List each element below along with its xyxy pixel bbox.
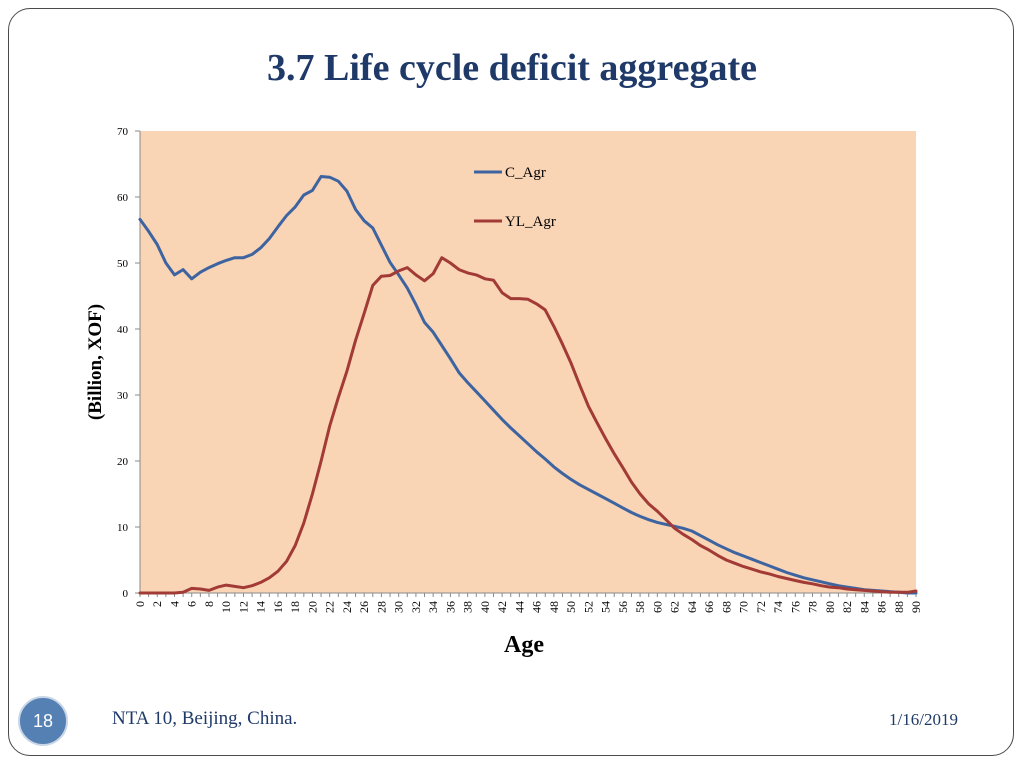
x-tick-label: 46	[530, 601, 544, 613]
slide-number-badge: 18	[18, 696, 68, 746]
footer-date: 1/16/2019	[889, 710, 958, 729]
x-tick-label: 52	[581, 601, 595, 613]
y-axis: 0 10 20 30 40 50 60 70	[117, 126, 141, 600]
x-axis: 0 2 4 6 8 10 12 14 16 18 20 22 24 26 28 30 32 34 36 38 40 42 4…	[133, 592, 923, 613]
y-axis-label: (Billion, XOF)	[85, 304, 106, 420]
x-tick-label: 4	[167, 601, 181, 607]
x-tick-label: 28	[374, 601, 388, 613]
x-tick-label: 78	[806, 601, 820, 613]
x-tick-label: 14	[254, 601, 268, 613]
x-tick-label: 84	[857, 601, 871, 613]
x-tick-label: 90	[909, 601, 923, 613]
x-tick-label: 0	[133, 601, 147, 607]
x-tick-label: 40	[478, 601, 492, 613]
slide-number: 18	[32, 710, 54, 731]
y-tick-label: 40	[117, 324, 129, 336]
y-tick-label: 30	[117, 390, 129, 402]
x-tick-label: 70	[737, 601, 751, 613]
x-tick-label: 6	[185, 601, 199, 607]
x-tick-label: 44	[512, 601, 526, 613]
y-tick-label: 70	[117, 126, 129, 138]
legend-label-c-agr: C_Agr	[505, 165, 546, 181]
x-tick-label: 88	[892, 601, 906, 613]
x-tick-label: 50	[564, 601, 578, 613]
slide-title: 3.7 Life cycle deficit aggregate	[267, 47, 757, 89]
x-tick-label: 2	[150, 601, 164, 607]
series-line-yl-agr	[138, 256, 918, 595]
x-tick-label: 72	[754, 601, 768, 613]
x-tick-label: 60	[650, 601, 664, 613]
x-tick-label: 62	[668, 601, 682, 613]
x-tick-label: 32	[409, 601, 423, 613]
plot-area	[140, 131, 916, 593]
x-tick-label: 58	[633, 601, 647, 613]
x-tick-label: 30	[392, 601, 406, 613]
x-tick-label: 26	[357, 601, 371, 613]
y-tick-label: 10	[117, 522, 129, 534]
x-tick-label: 38	[461, 601, 475, 613]
x-tick-label: 18	[288, 601, 302, 613]
x-tick-label: 20	[305, 601, 319, 613]
x-tick-label: 36	[443, 601, 457, 613]
x-tick-label: 16	[271, 601, 285, 613]
x-tick-label: 22	[323, 601, 337, 613]
x-tick-label: 8	[202, 601, 216, 607]
x-tick-label: 86	[875, 601, 889, 613]
footer-text: NTA 10, Beijing, China.	[112, 708, 298, 729]
x-tick-label: 12	[236, 601, 250, 613]
y-tick-label: 0	[123, 588, 129, 600]
x-tick-label: 64	[685, 601, 699, 613]
x-tick-label: 24	[340, 601, 354, 613]
series-layer	[138, 175, 918, 595]
x-tick-label: 34	[426, 601, 440, 613]
x-tick-label: 66	[702, 601, 716, 613]
legend: C_Agr YL_Agr	[474, 165, 556, 230]
legend-label-yl-agr: YL_Agr	[505, 214, 556, 230]
x-tick-label: 82	[840, 601, 854, 613]
x-tick-label: 56	[616, 601, 630, 613]
y-tick-label: 20	[117, 456, 129, 468]
x-tick-label: 76	[788, 601, 802, 613]
x-axis-label: Age	[504, 632, 544, 658]
x-tick-label: 42	[495, 601, 509, 613]
x-tick-label: 10	[219, 601, 233, 613]
x-tick-label: 48	[547, 601, 561, 613]
x-tick-label: 74	[771, 601, 785, 613]
series-line-c-agr	[138, 175, 918, 595]
x-tick-label: 68	[719, 601, 733, 613]
y-tick-label: 50	[117, 258, 129, 270]
x-tick-label: 54	[599, 601, 613, 613]
y-tick-label: 60	[117, 192, 129, 204]
x-tick-label: 80	[823, 601, 837, 613]
